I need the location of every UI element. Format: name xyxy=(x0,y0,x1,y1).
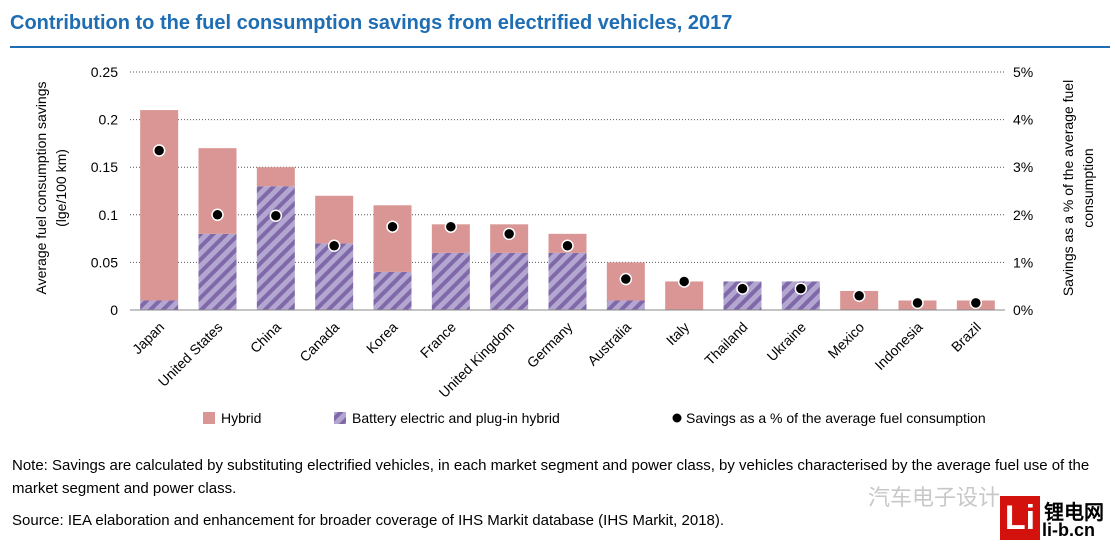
category-label: Brazil xyxy=(948,319,984,355)
bar-battery-6 xyxy=(490,252,529,310)
savings-dot-1 xyxy=(211,208,224,222)
category-label: Australia xyxy=(584,319,634,369)
y-tick-label: 0.1 xyxy=(99,207,119,223)
bar-battery-5 xyxy=(431,252,470,310)
bar-hybrid-0 xyxy=(140,110,179,301)
y2-tick-label: 1% xyxy=(1013,254,1033,270)
bar-battery-8 xyxy=(606,300,645,310)
chart: 00.050.10.150.20.250%1%2%3%4%5%JapanUnit… xyxy=(33,64,1096,426)
bar-hybrid-4 xyxy=(373,205,412,272)
legend-label-savings: Savings as a % of the average fuel consu… xyxy=(686,410,986,426)
legend-swatch-hybrid xyxy=(203,412,215,424)
savings-dot-5 xyxy=(444,220,458,233)
bar-hybrid-2 xyxy=(256,167,295,187)
y2-tick-label: 5% xyxy=(1013,64,1033,80)
y-tick-label: 0.05 xyxy=(91,254,118,270)
y-axis-title-line: (lge/100 km) xyxy=(53,149,69,227)
y2-tick-label: 3% xyxy=(1013,159,1033,175)
category-label: Korea xyxy=(363,319,401,357)
y2-tick-label: 4% xyxy=(1013,112,1033,128)
watermark-text: 汽车电子设计 xyxy=(868,485,1001,510)
savings-dot-0 xyxy=(152,144,166,157)
title-rule xyxy=(10,46,1110,48)
category-label: Thailand xyxy=(701,319,750,368)
chart-title: Contribution to the fuel consumption sav… xyxy=(10,12,733,34)
y2-axis-title-line: consumption xyxy=(1080,148,1096,227)
source-text: Source: IEA elaboration and enhancement … xyxy=(12,512,725,529)
logo-top-text: 锂电网 xyxy=(1044,502,1104,524)
logo-mark: Li xyxy=(1000,496,1040,540)
category-label: Ukraine xyxy=(764,319,810,365)
y-axis-title-line: Average fuel consumption savings xyxy=(33,82,49,295)
savings-dot-2 xyxy=(269,209,283,223)
category-label: Italy xyxy=(663,319,692,348)
savings-dot-8 xyxy=(619,272,633,286)
y-tick-label: 0.2 xyxy=(99,112,119,128)
category-label: Canada xyxy=(296,319,342,365)
bar-battery-3 xyxy=(315,243,354,310)
savings-dot-4 xyxy=(386,220,399,233)
category-label: Japan xyxy=(129,319,167,357)
y-tick-label: 0.25 xyxy=(91,64,118,80)
bar-battery-2 xyxy=(256,186,295,310)
savings-dot-3 xyxy=(327,239,341,252)
category-label: France xyxy=(417,319,459,361)
savings-dot-6 xyxy=(502,227,516,241)
legend-label-battery: Battery electric and plug-in hybrid xyxy=(352,410,560,426)
bar-battery-7 xyxy=(548,252,587,310)
y-axis-title: Average fuel consumption savings (lge/100… xyxy=(33,82,69,295)
savings-dot-13 xyxy=(911,296,924,310)
site-logo: Li 锂电网 li-b.cn xyxy=(1000,496,1110,542)
savings-dot-14 xyxy=(969,296,983,310)
legend-swatch-savings xyxy=(672,413,682,423)
bar-battery-0 xyxy=(140,300,179,310)
bar-hybrid-3 xyxy=(315,195,354,244)
y2-tick-label: 0% xyxy=(1013,302,1033,318)
category-label: Germany xyxy=(524,319,576,371)
y-tick-label: 0.15 xyxy=(91,159,118,175)
legend-label-hybrid: Hybrid xyxy=(221,410,261,426)
savings-dot-10 xyxy=(736,282,749,295)
savings-dot-12 xyxy=(852,289,866,302)
note-text: Note: Savings are calculated by substitu… xyxy=(12,457,1090,497)
logo-bottom-text: li-b.cn xyxy=(1042,520,1095,540)
savings-dot-7 xyxy=(561,239,574,252)
category-label: Indonesia xyxy=(871,319,925,373)
y-tick-label: 0 xyxy=(110,302,118,318)
y2-axis-title-line: Savings as a % of the average fuel xyxy=(1060,80,1076,296)
category-label: Mexico xyxy=(825,319,868,362)
y2-tick-label: 2% xyxy=(1013,207,1033,223)
legend-swatch-battery xyxy=(334,412,346,424)
savings-dot-9 xyxy=(677,275,691,288)
y2-axis-title: Savings as a % of the average fuel consum… xyxy=(1060,80,1096,296)
savings-dot-11 xyxy=(794,282,808,295)
bar-battery-1 xyxy=(198,233,237,310)
bar-battery-4 xyxy=(373,271,412,310)
category-label: China xyxy=(247,319,284,356)
